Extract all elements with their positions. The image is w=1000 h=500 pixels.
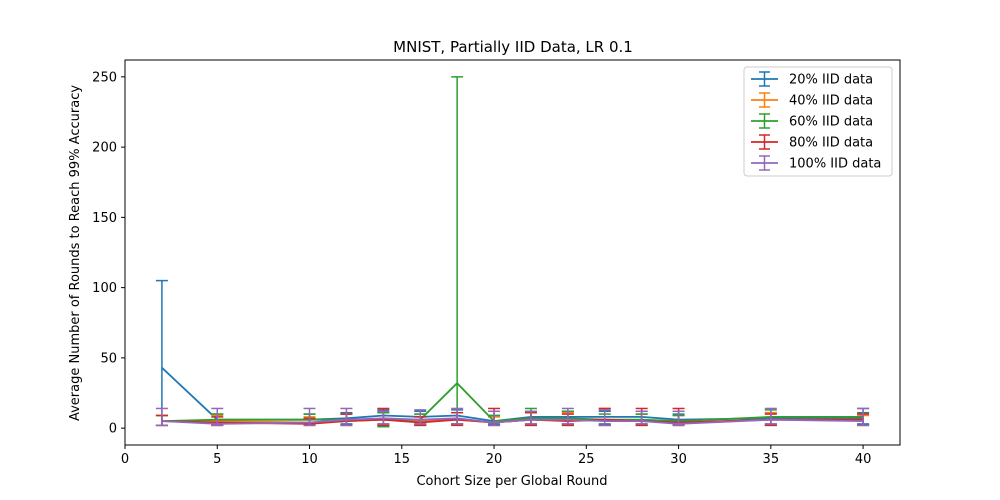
x-tick-label: 0 xyxy=(121,452,129,467)
series-line xyxy=(161,417,864,425)
x-tick-label: 20 xyxy=(486,452,503,467)
chart-title: MNIST, Partially IID Data, LR 0.1 xyxy=(393,38,633,56)
x-tick-label: 5 xyxy=(213,452,221,467)
y-tick-label: 200 xyxy=(92,141,117,156)
y-axis: 0 50 100 150 200 250 xyxy=(92,70,125,437)
legend-label: 60% IID data xyxy=(789,115,873,130)
y-tick-label: 250 xyxy=(92,70,117,85)
series-1 xyxy=(155,279,870,427)
x-tick-label: 30 xyxy=(670,452,687,467)
legend-label: 40% IID data xyxy=(789,94,873,109)
y-tick-label: 150 xyxy=(92,211,117,226)
x-tick-label: 10 xyxy=(301,452,318,467)
series-layer xyxy=(155,76,870,428)
legend-label: 100% IID data xyxy=(789,157,881,172)
x-axis-label: Cohort Size per Global Round xyxy=(416,474,607,489)
legend: 20% IID data 40% IID data 60% IID data 80% … xyxy=(743,66,893,177)
x-axis: 0 5 10 15 20 25 30 35 40 xyxy=(121,445,872,467)
x-tick-label: 15 xyxy=(394,452,411,467)
series-line xyxy=(161,367,864,423)
y-tick-label: 100 xyxy=(92,281,117,296)
x-tick-label: 40 xyxy=(855,452,872,467)
plot-area xyxy=(124,59,901,446)
y-tick-label: 50 xyxy=(100,351,117,366)
x-tick-label: 25 xyxy=(578,452,595,467)
x-tick-label: 35 xyxy=(763,452,780,467)
legend-frame xyxy=(743,66,893,177)
y-axis-label: Average Number of Rounds to Reach 99% Ac… xyxy=(68,85,83,421)
series-5 xyxy=(155,407,870,427)
y-tick-label: 0 xyxy=(109,422,117,437)
legend-label: 80% IID data xyxy=(789,136,873,151)
legend-label: 20% IID data xyxy=(789,73,873,88)
series-line xyxy=(161,381,864,423)
